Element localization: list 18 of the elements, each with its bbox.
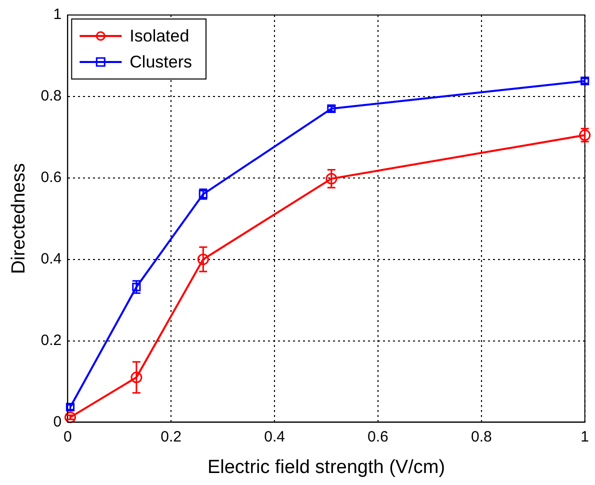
x-tick-label: 0.6 [368,428,388,446]
y-tick-label: 0.4 [40,250,62,268]
x-tick-label: 0.4 [264,428,285,446]
y-tick-label: 0.6 [40,169,62,186]
point [326,172,338,184]
point [197,254,209,266]
point [130,372,142,384]
y-tick-label: 1 [53,6,62,24]
x-tick-label: 0.2 [160,428,182,446]
x-axis-title: Electric field strength (V/cm) [207,456,446,478]
y-axis-title: Directedness [8,163,30,274]
y-tick-label: 0 [53,413,62,430]
legend-label: Isolated [130,26,190,46]
y-tick-label: 0.8 [40,88,62,105]
legend-label: Clusters [130,52,192,72]
y-tick-label: 0.2 [40,332,62,349]
x-tick-label: 0.8 [470,428,492,446]
x-tick-label: 1 [580,428,589,446]
